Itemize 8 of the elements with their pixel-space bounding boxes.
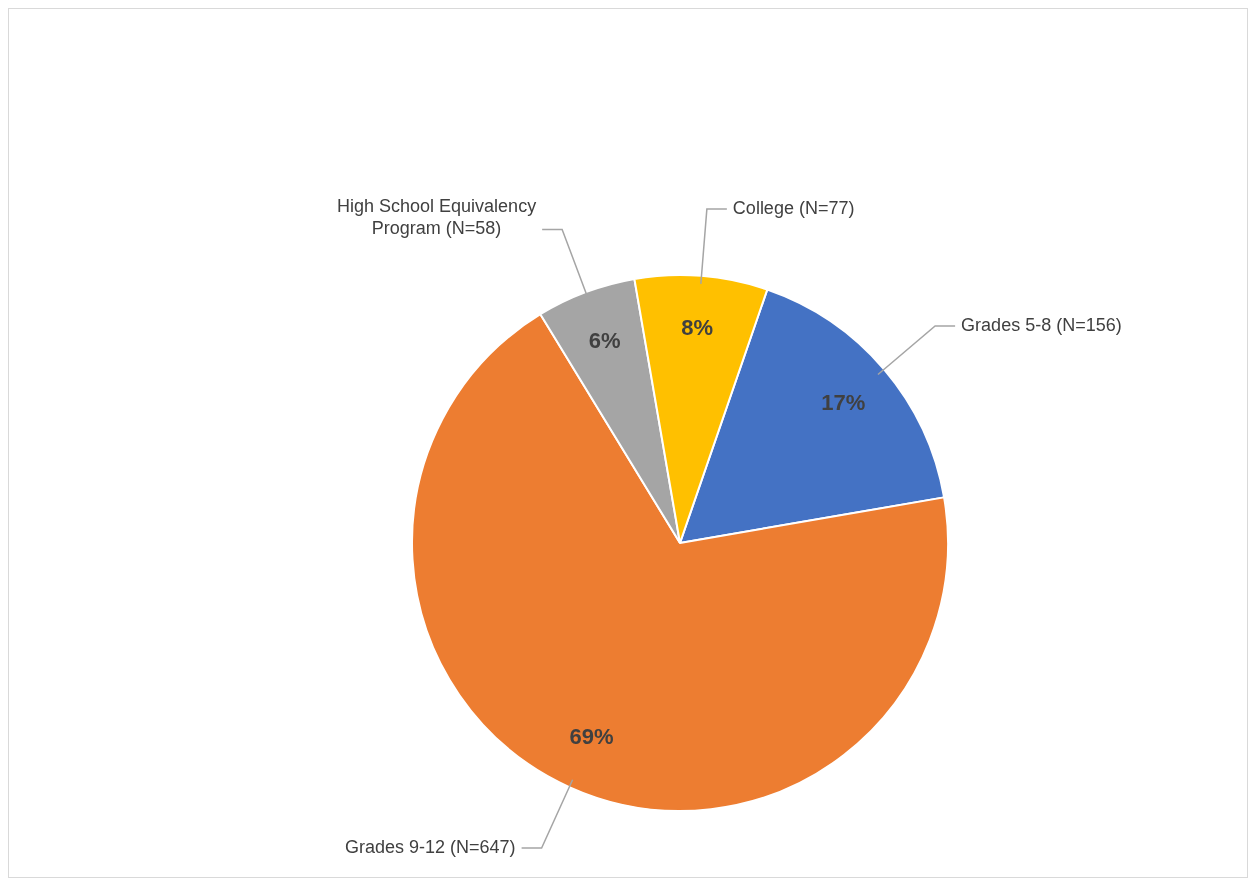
slice-label: High School Equivalency Program (N=58) <box>337 196 537 239</box>
data-label: 8% <box>681 315 714 341</box>
slice-label: Grades 5-8 (N=156) <box>961 314 1122 335</box>
data-label: 69% <box>569 724 614 750</box>
slice-label: College (N=77) <box>732 198 855 219</box>
data-label: 17% <box>821 390 866 416</box>
data-label: 6% <box>588 328 621 354</box>
slice-label: Grades 9-12 (N=647) <box>345 837 516 858</box>
